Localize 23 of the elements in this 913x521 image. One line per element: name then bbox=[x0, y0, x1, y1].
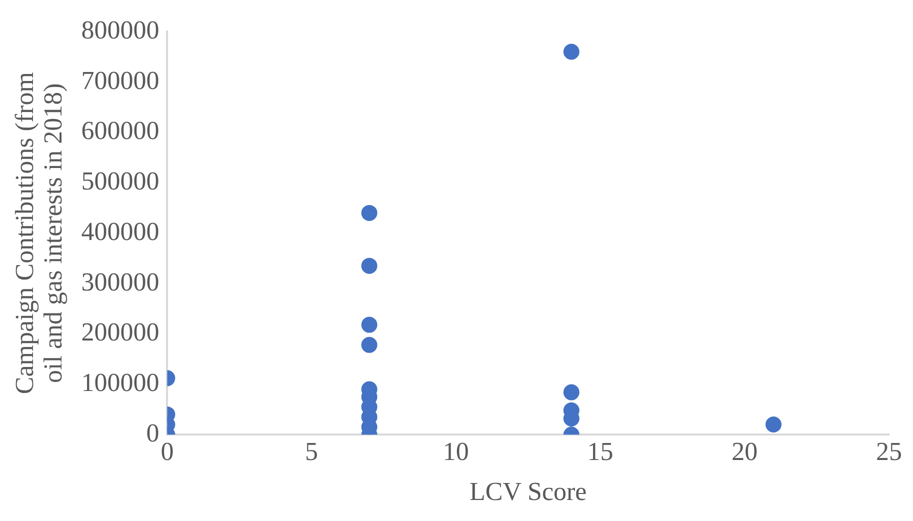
y-tick-label: 500000 bbox=[81, 166, 160, 196]
x-tick-label: 5 bbox=[305, 437, 318, 466]
x-tick-label: 20 bbox=[732, 437, 758, 466]
point bbox=[361, 204, 378, 221]
y-tick-label: 600000 bbox=[81, 116, 160, 146]
y-tick-label: 400000 bbox=[81, 216, 160, 246]
point bbox=[563, 384, 580, 400]
x-axis-title: LCV Score bbox=[469, 477, 587, 506]
point bbox=[563, 44, 580, 60]
y-tick-label: 200000 bbox=[81, 318, 160, 347]
y-tick-label: 0 bbox=[146, 418, 160, 448]
y-tick-label: 300000 bbox=[81, 267, 160, 296]
y-axis-title: Campaign Contributions (from oil and gas interests in 2018) bbox=[10, 72, 68, 394]
x-tick-label: 15 bbox=[587, 437, 614, 466]
y-tick-label: 700000 bbox=[81, 66, 160, 95]
point bbox=[766, 416, 782, 433]
point bbox=[361, 258, 378, 274]
y-tick-label: 100000 bbox=[81, 368, 160, 398]
y-tick-label: 800000 bbox=[81, 15, 160, 44]
x-tick-label: 10 bbox=[442, 437, 469, 466]
x-tick-label: 25 bbox=[876, 437, 902, 466]
point bbox=[361, 336, 378, 353]
point bbox=[361, 316, 378, 333]
